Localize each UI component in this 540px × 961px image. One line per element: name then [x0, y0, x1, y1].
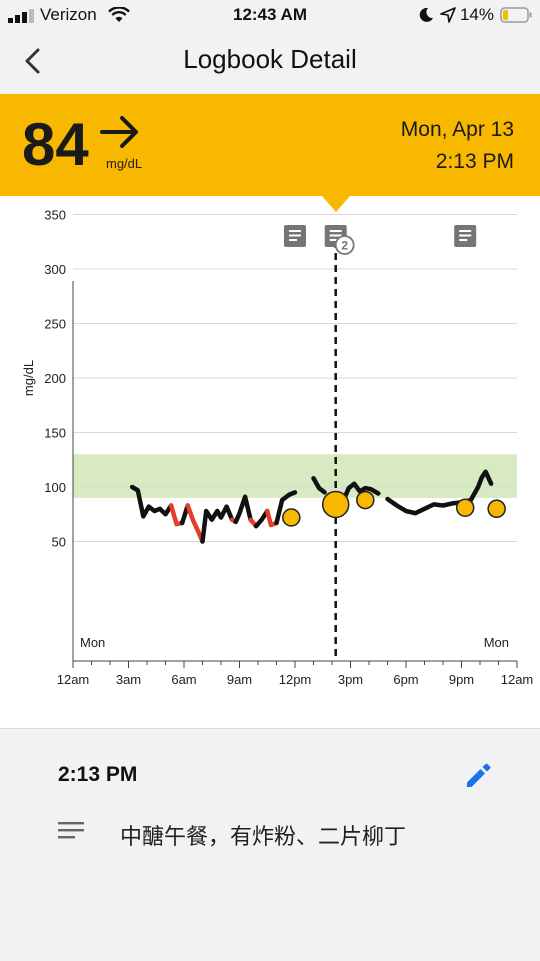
reading-marker[interactable]	[455, 498, 475, 517]
nav-bar: Logbook Detail	[0, 30, 540, 94]
reading-marker[interactable]	[487, 499, 506, 519]
glucose-line	[253, 508, 270, 529]
battery-percent: 14%	[459, 5, 494, 24]
glucose-banner: 84 mg/dL Mon, Apr 13 2:13 PM	[0, 94, 540, 196]
note-count-text: 2	[341, 239, 348, 253]
day-label-start: Mon	[80, 635, 105, 650]
battery-icon	[500, 7, 532, 23]
note-icon-line	[459, 234, 472, 237]
carrier-name: Verizon	[40, 5, 97, 24]
glucose-line	[311, 476, 327, 495]
reading-date: Mon, Apr 13	[400, 118, 514, 141]
glucose-value: 84	[22, 111, 89, 178]
y-tick-label: 100	[44, 480, 66, 495]
banner-pointer	[322, 196, 350, 212]
y-tick-label: 50	[52, 535, 66, 550]
reading-datetime: Mon, Apr 13 2:13 PM	[401, 114, 514, 178]
arrow-right-icon	[100, 116, 138, 148]
note-icon-line	[289, 239, 297, 241]
x-tick-label: 6am	[171, 672, 196, 687]
glucose-chart: 350 300 250 200 150 100 50 12am 3am 6am 9am 12pm 3pm…	[0, 196, 540, 728]
note-icon-line	[289, 230, 301, 232]
x-tick-label: 6pm	[393, 672, 418, 687]
location-icon	[440, 7, 456, 23]
page-title: Logbook Detail	[183, 44, 357, 74]
entry-details: 2:13 PM 中醣午餐，有炸粉、二片柳丁	[0, 728, 540, 961]
y-tick-label: 150	[44, 426, 66, 441]
note-icon-line	[289, 234, 301, 237]
y-axis-title: mg/dL	[21, 360, 36, 396]
low-glucose-line	[185, 503, 205, 544]
note-icon-line	[329, 239, 338, 241]
glucose-line	[385, 469, 494, 516]
x-tick-label: 3am	[116, 672, 141, 687]
y-tick-label: 200	[44, 371, 66, 386]
note-icon-line	[329, 230, 342, 232]
moon-icon	[419, 7, 433, 22]
x-tick-label: 3pm	[338, 672, 363, 687]
note-icon-line	[459, 230, 472, 232]
glucose-line	[200, 504, 235, 544]
glucose-line	[274, 490, 298, 526]
x-tick-label: 9pm	[449, 672, 474, 687]
status-time: 12:43 AM	[232, 5, 307, 24]
reading-time: 2:13 PM	[435, 150, 514, 173]
day-label-end: Mon	[484, 635, 509, 650]
reading-marker[interactable]	[356, 490, 375, 510]
entry-note: 中醣午餐，有炸粉、二片柳丁	[120, 825, 407, 850]
note-icon-line	[329, 234, 342, 237]
glucose-line	[129, 484, 174, 519]
pencil-icon[interactable]	[462, 759, 494, 791]
note-count-badge	[334, 235, 355, 255]
y-tick-label: 250	[44, 317, 66, 332]
reading-marker[interactable]	[321, 490, 350, 519]
glucose-chart-svg: 350 300 250 200 150 100 50 12am 3am 6am 9am 12pm 3pm…	[21, 208, 534, 688]
notes-lines-icon	[58, 822, 84, 839]
glucose-line	[340, 481, 381, 504]
x-tick-label: 9am	[227, 672, 252, 687]
note-icon-line	[459, 239, 468, 241]
status-bar: Verizon 12:43 AM 14%	[0, 0, 540, 30]
y-tick-label: 350	[44, 208, 66, 223]
x-tick-label: 12am	[57, 672, 90, 687]
glucose-line	[233, 494, 253, 525]
wifi-icon	[108, 7, 130, 22]
reading-marker[interactable]	[282, 508, 301, 527]
chevron-left-icon[interactable]	[18, 46, 48, 76]
signal-icon	[8, 9, 34, 23]
entry-time: 2:13 PM	[58, 763, 138, 786]
y-tick-label: 300	[44, 262, 66, 277]
glucose-unit: mg/dL	[106, 156, 143, 171]
x-tick-label: 12pm	[279, 672, 312, 687]
x-tick-label: 12am	[501, 672, 534, 687]
